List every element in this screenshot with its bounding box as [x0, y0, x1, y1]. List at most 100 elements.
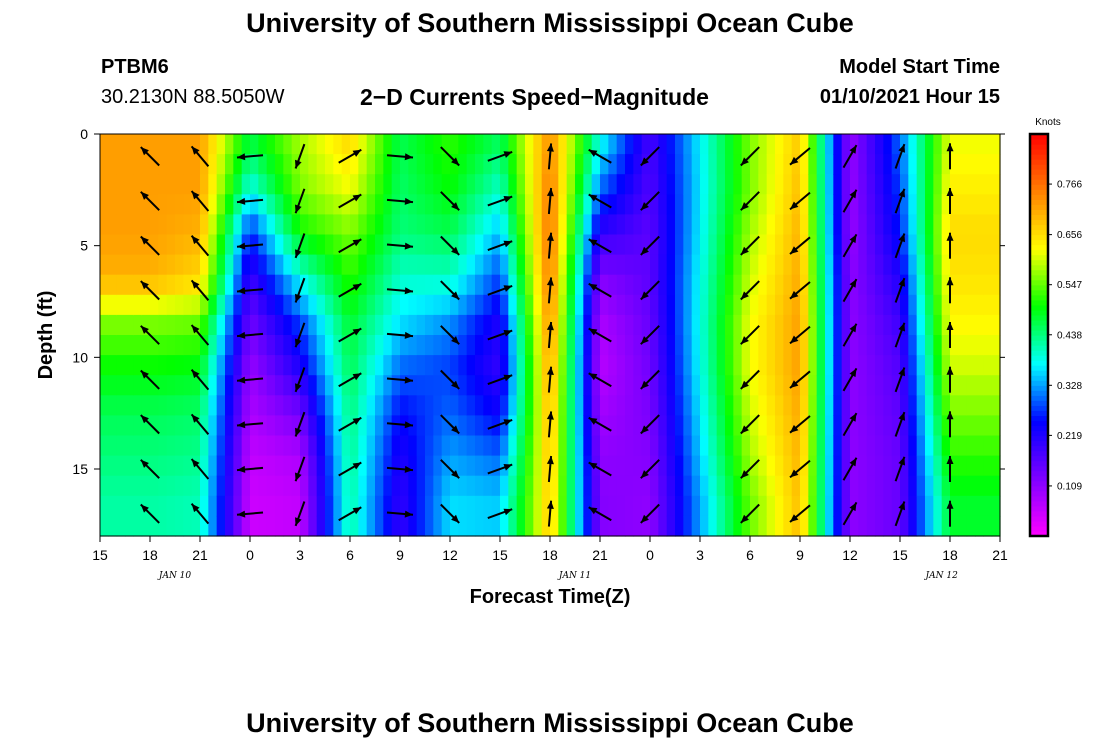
heatmap-cell [933, 355, 943, 376]
heatmap-cell [650, 495, 659, 517]
heatmap-cell [916, 194, 926, 215]
heatmap-cell [591, 375, 601, 396]
heatmap-cell [750, 415, 759, 437]
heatmap-cell [291, 294, 301, 316]
heatmap-cell [608, 475, 618, 497]
heatmap-cell [783, 254, 793, 276]
heatmap-cell [425, 515, 434, 537]
heatmap-cell [625, 134, 634, 155]
heatmap-cell [833, 154, 843, 175]
heatmap-cell [500, 495, 509, 517]
heatmap-cell [858, 294, 868, 316]
heatmap-cell [383, 194, 393, 215]
heatmap-cell [225, 455, 234, 477]
heatmap-cell [566, 154, 576, 175]
current-arrow [588, 327, 612, 343]
heatmap-cell [608, 174, 618, 195]
current-arrow [640, 503, 660, 524]
heatmap-cell [208, 314, 218, 336]
heatmap-cell [991, 294, 1001, 316]
heatmap-cell [316, 495, 326, 517]
heatmap-cell [233, 214, 243, 236]
heatmap-cell [875, 294, 884, 316]
heatmap-cell [166, 254, 176, 276]
heatmap-cell [575, 234, 584, 256]
heatmap-cell [433, 495, 443, 517]
heatmap-cell [700, 515, 709, 537]
heatmap-cell [475, 395, 484, 416]
heatmap-cell [208, 495, 218, 517]
heatmap-cell [508, 234, 518, 256]
heatmap-cell [858, 455, 868, 477]
heatmap-cell [516, 335, 526, 356]
heatmap-cell [558, 234, 568, 256]
heatmap-cell [866, 274, 876, 296]
heatmap-cell [258, 415, 268, 437]
heatmap-cell [933, 234, 943, 256]
heatmap-cell [741, 515, 751, 537]
heatmap-cell [158, 335, 168, 356]
colorbar-segment [1030, 480, 1048, 487]
heatmap-cell [750, 455, 759, 477]
heatmap-cell [441, 495, 451, 517]
heatmap-cell [441, 174, 451, 195]
heatmap-cell [708, 495, 718, 517]
x-tick-label: 3 [296, 547, 304, 563]
current-arrow [740, 414, 760, 435]
heatmap-cell [383, 154, 393, 175]
heatmap-cell [958, 194, 968, 215]
heatmap-cell [225, 495, 234, 517]
heatmap-cell [975, 495, 984, 517]
heatmap-cell [841, 294, 851, 316]
heatmap-cell [108, 194, 118, 215]
heatmap-cell [525, 294, 534, 316]
heatmap-cell [550, 274, 559, 296]
heatmap-cell [558, 314, 568, 336]
heatmap-cell [325, 274, 334, 296]
heatmap-cell [775, 314, 784, 336]
heatmap-cell [441, 355, 451, 376]
heatmap-cell [358, 495, 368, 517]
heatmap-cell [833, 234, 843, 256]
heatmap-cell [608, 274, 618, 296]
colorbar-segment [1030, 470, 1048, 477]
heatmap-cell [508, 475, 518, 497]
heatmap-cell [916, 154, 926, 175]
heatmap-cell [933, 415, 943, 437]
heatmap-cell [208, 415, 218, 437]
heatmap-cell [658, 475, 668, 497]
heatmap-cell [583, 254, 593, 276]
heatmap-cell [241, 174, 251, 195]
heatmap-cell [358, 455, 368, 477]
heatmap-cell [908, 435, 918, 457]
colorbar-segment [1030, 390, 1048, 396]
heatmap-cell [725, 294, 734, 316]
heatmap-cell [366, 314, 376, 336]
heatmap-cell [175, 475, 184, 497]
heatmap-cell [483, 134, 493, 155]
heatmap-cell [325, 455, 334, 477]
heatmap-cell [191, 134, 201, 155]
heatmap-cell [216, 254, 226, 276]
heatmap-cell [783, 335, 793, 356]
heatmap-cell [408, 154, 418, 175]
heatmap-cell [266, 415, 276, 437]
heatmap-cell [150, 355, 159, 376]
heatmap-cell [350, 495, 359, 517]
heatmap-cell [283, 355, 293, 376]
x-tick-label: 21 [592, 547, 608, 563]
heatmap-cell [125, 234, 134, 256]
y-tick-label: 0 [80, 126, 88, 142]
current-arrow [338, 282, 362, 298]
colorbar-segment [1030, 365, 1048, 371]
heatmap-cell [875, 515, 884, 537]
heatmap-cell [908, 475, 918, 497]
heatmap-cell [841, 515, 851, 537]
heatmap-cell [775, 375, 784, 396]
heatmap-cell [591, 515, 601, 537]
heatmap-cell [541, 294, 551, 316]
heatmap-cell [883, 415, 893, 437]
heatmap-cell [916, 174, 926, 195]
heatmap-cell [241, 134, 251, 155]
heatmap-cell [958, 435, 968, 457]
